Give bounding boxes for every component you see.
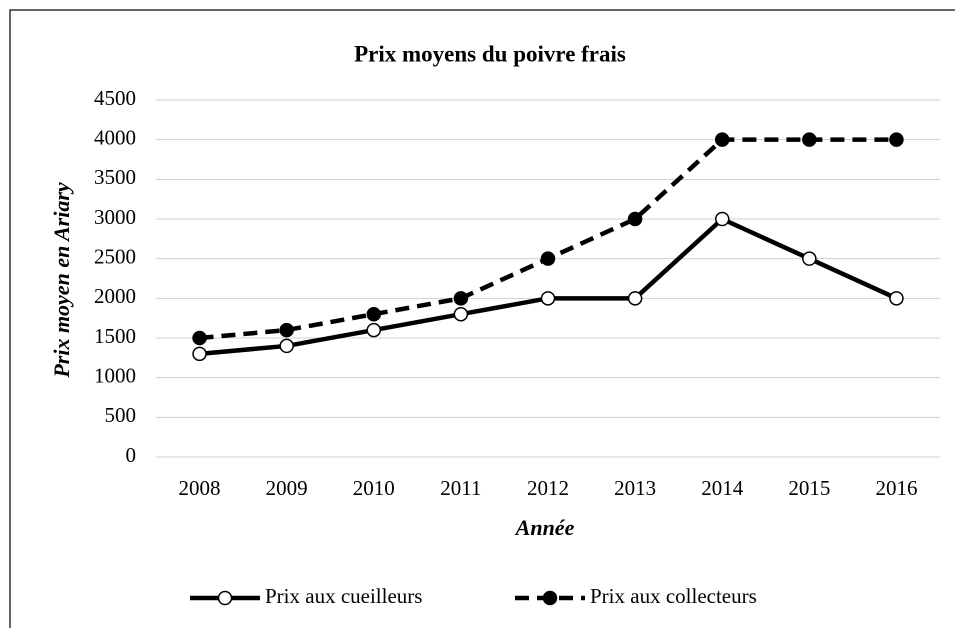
chart-title: Prix moyens du poivre frais: [354, 41, 626, 66]
series-marker: [453, 291, 469, 306]
y-tick-label: 3500: [94, 165, 136, 189]
series-marker: [802, 251, 817, 266]
x-tick-label: 2010: [353, 476, 395, 500]
y-tick-label: 4000: [94, 125, 136, 149]
x-tick-label: 2015: [788, 476, 830, 500]
series-marker: [714, 132, 730, 147]
y-tick-label: 1500: [94, 324, 136, 348]
series-marker: [192, 346, 207, 362]
series-marker: [889, 291, 904, 306]
x-tick-label: 2013: [614, 476, 656, 500]
legend-marker: [542, 590, 558, 606]
series-marker: [192, 330, 207, 346]
series-marker: [802, 132, 817, 147]
legend-marker: [217, 590, 233, 606]
series-marker: [540, 291, 556, 306]
series-marker: [714, 211, 730, 227]
y-tick-label: 2500: [94, 244, 136, 268]
legend-label: Prix aux collecteurs: [590, 584, 757, 608]
y-axis-label: Prix moyen en Ariary: [49, 182, 74, 379]
series-marker: [453, 306, 469, 322]
series-marker: [366, 322, 382, 338]
x-tick-label: 2011: [440, 476, 481, 500]
x-tick-label: 2014: [701, 476, 744, 500]
y-tick-label: 0: [126, 443, 137, 467]
series-marker: [279, 322, 294, 338]
series-marker: [627, 211, 643, 227]
x-tick-label: 2009: [266, 476, 308, 500]
x-axis-label: Année: [514, 515, 575, 540]
series-marker: [627, 291, 643, 306]
y-tick-label: 4500: [94, 86, 136, 110]
series-marker: [889, 132, 904, 147]
series-marker: [279, 338, 294, 354]
series-marker: [540, 251, 556, 266]
series-marker: [366, 306, 382, 322]
x-tick-label: 2016: [875, 476, 917, 500]
x-tick-label: 2012: [527, 476, 569, 500]
x-tick-label: 2008: [179, 476, 221, 500]
y-tick-label: 3000: [94, 205, 136, 229]
chart-frame: [9, 9, 955, 628]
y-tick-label: 500: [105, 403, 137, 427]
y-tick-label: 2000: [94, 284, 136, 308]
legend-label: Prix aux cueilleurs: [265, 584, 422, 608]
y-tick-label: 1000: [94, 363, 136, 387]
